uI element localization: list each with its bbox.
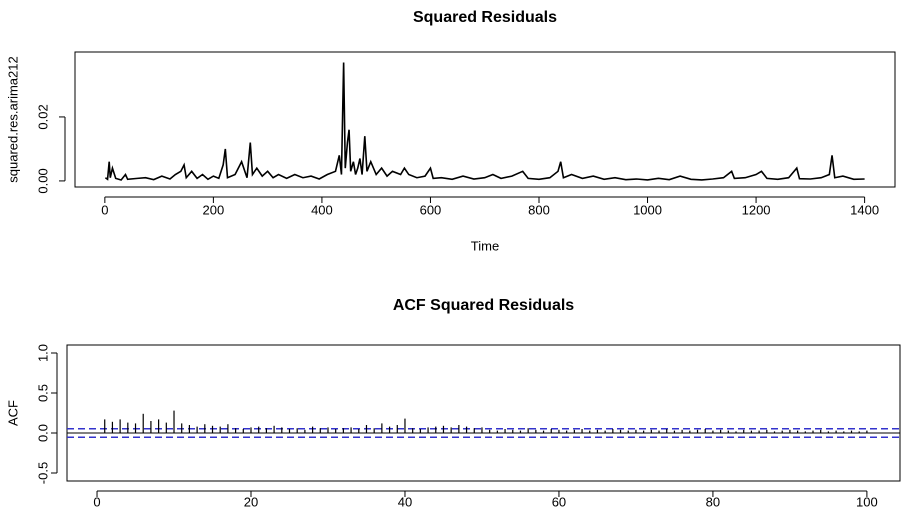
x-tick-label: 1000 <box>633 202 662 217</box>
x-tick-label: 400 <box>311 202 333 217</box>
x-tick-label: 20 <box>244 494 258 509</box>
plot-box <box>66 344 901 482</box>
series-line <box>104 62 865 181</box>
y-tick-label: -0.5 <box>35 462 50 484</box>
x-tick-label: 800 <box>528 202 550 217</box>
y-tick-label: 0.02 <box>35 104 50 129</box>
plot-box <box>74 51 896 188</box>
y-tick-label: 0.5 <box>35 384 50 402</box>
x-tick-label: 1400 <box>850 202 879 217</box>
y-tick-label: 1.0 <box>35 344 50 362</box>
x-tick-label: 60 <box>552 494 566 509</box>
y-tick-label: 0.00 <box>35 168 50 193</box>
y-axis-label: squared.res.arima212 <box>5 56 20 182</box>
x-tick-label: 1200 <box>742 202 771 217</box>
x-tick-label: 600 <box>420 202 442 217</box>
x-tick-label: 100 <box>856 494 878 509</box>
x-tick-label: 40 <box>398 494 412 509</box>
x-tick-label: 200 <box>203 202 225 217</box>
x-axis-label: Time <box>471 238 499 253</box>
y-axis-label: ACF <box>5 400 20 426</box>
chart-title: ACF Squared Residuals <box>393 297 574 314</box>
y-tick-label: 0.0 <box>35 424 50 442</box>
x-tick-label: 0 <box>93 494 100 509</box>
chart-title: Squared Residuals <box>413 9 557 26</box>
x-tick-label: 80 <box>706 494 720 509</box>
x-tick-label: 0 <box>101 202 108 217</box>
